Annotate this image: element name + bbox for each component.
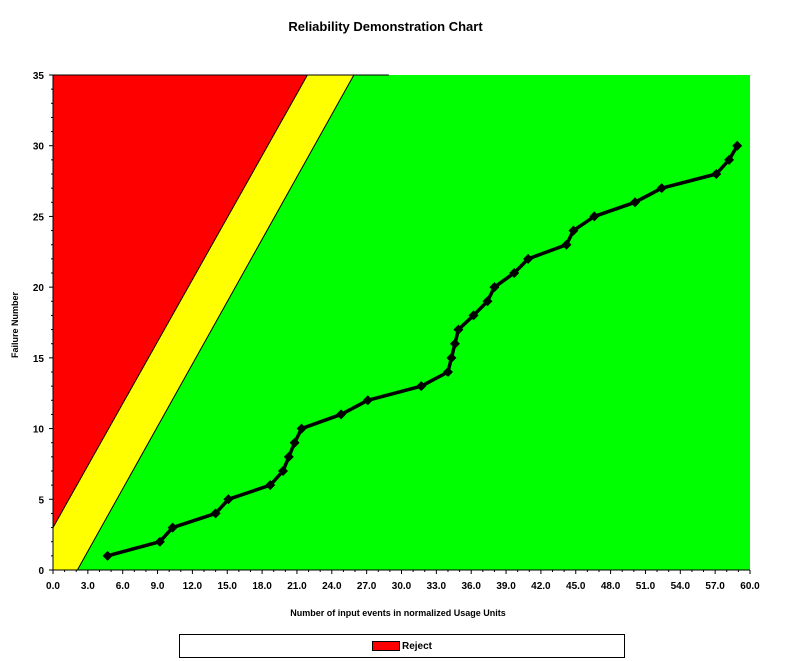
legend-swatch-reject xyxy=(371,641,400,651)
data-point xyxy=(223,494,234,505)
series-line xyxy=(107,144,739,558)
x-tick-label: 54.0 xyxy=(671,581,691,592)
x-tick-label: 18.0 xyxy=(252,581,272,592)
x-tick-label: 60.0 xyxy=(740,581,760,592)
data-point xyxy=(629,197,640,208)
data-point xyxy=(167,522,178,533)
data-point xyxy=(489,282,500,293)
data-point xyxy=(289,437,300,448)
x-tick-label: 30.0 xyxy=(392,581,412,592)
data-point xyxy=(724,154,735,165)
x-tick-label: 24.0 xyxy=(322,581,342,592)
data-point xyxy=(283,451,294,462)
x-axis-title: Number of input events in normalized Usa… xyxy=(290,608,506,618)
data-point xyxy=(482,296,493,307)
data-point xyxy=(265,480,276,491)
legend: Reject xyxy=(179,634,625,658)
x-tick-label: 48.0 xyxy=(601,581,621,592)
y-tick-label: 10 xyxy=(33,425,45,436)
y-tick-label: 20 xyxy=(33,283,45,294)
x-tick-label: 21.0 xyxy=(287,581,307,592)
data-point xyxy=(509,268,520,278)
data-point xyxy=(278,466,289,476)
y-tick-label: 5 xyxy=(38,495,44,506)
y-tick-label: 0 xyxy=(38,566,44,577)
data-point xyxy=(102,550,113,561)
x-tick-label: 12.0 xyxy=(183,581,203,592)
y-tick-label: 15 xyxy=(33,354,45,365)
y-tick-label: 30 xyxy=(33,142,45,153)
y-axis-title: Failure Number xyxy=(10,291,20,358)
x-tick-label: 42.0 xyxy=(531,581,551,592)
data-point xyxy=(296,423,307,434)
legend-label-reject: Reject xyxy=(401,640,432,652)
data-point xyxy=(449,338,460,349)
data-point xyxy=(442,367,453,377)
x-tick-label: 45.0 xyxy=(566,581,586,592)
x-tick-label: 9.0 xyxy=(151,581,165,592)
data-point xyxy=(468,310,479,321)
data-point xyxy=(416,381,427,392)
data-point xyxy=(732,140,743,151)
plot-regions xyxy=(52,74,750,571)
data-point xyxy=(523,253,534,264)
data-point xyxy=(568,225,579,236)
x-tick-label: 57.0 xyxy=(705,581,725,592)
data-point xyxy=(561,239,572,250)
x-tick-label: 33.0 xyxy=(427,581,447,592)
accept-boundary-line xyxy=(76,74,355,571)
reject-boundary-line xyxy=(52,74,308,528)
data-point xyxy=(446,352,457,363)
x-tick-label: 0.0 xyxy=(46,581,60,592)
x-tick-label: 27.0 xyxy=(357,581,377,592)
data-point xyxy=(210,508,221,519)
data-point xyxy=(362,395,373,406)
x-tick-label: 6.0 xyxy=(116,581,130,592)
data-point xyxy=(711,169,722,179)
series-layer xyxy=(102,140,743,561)
data-point xyxy=(589,211,600,222)
data-point xyxy=(656,183,667,194)
chart-title: Reliability Demonstration Chart xyxy=(288,19,483,34)
data-point xyxy=(453,324,464,335)
x-tick-label: 36.0 xyxy=(461,581,481,592)
y-tick-label: 35 xyxy=(33,71,45,82)
x-tick-label: 39.0 xyxy=(496,581,516,592)
x-tick-label: 51.0 xyxy=(636,581,656,592)
x-tick-label: 15.0 xyxy=(218,581,238,592)
data-point xyxy=(154,536,165,547)
data-point xyxy=(336,409,347,420)
y-tick-label: 25 xyxy=(33,212,45,223)
x-tick-label: 3.0 xyxy=(81,581,95,592)
axis-ticks: 0 5 10 15 20 25 30 35 0.0 3.0 6.0 9.0 12.0 15.0 18.0 21… xyxy=(33,71,760,592)
